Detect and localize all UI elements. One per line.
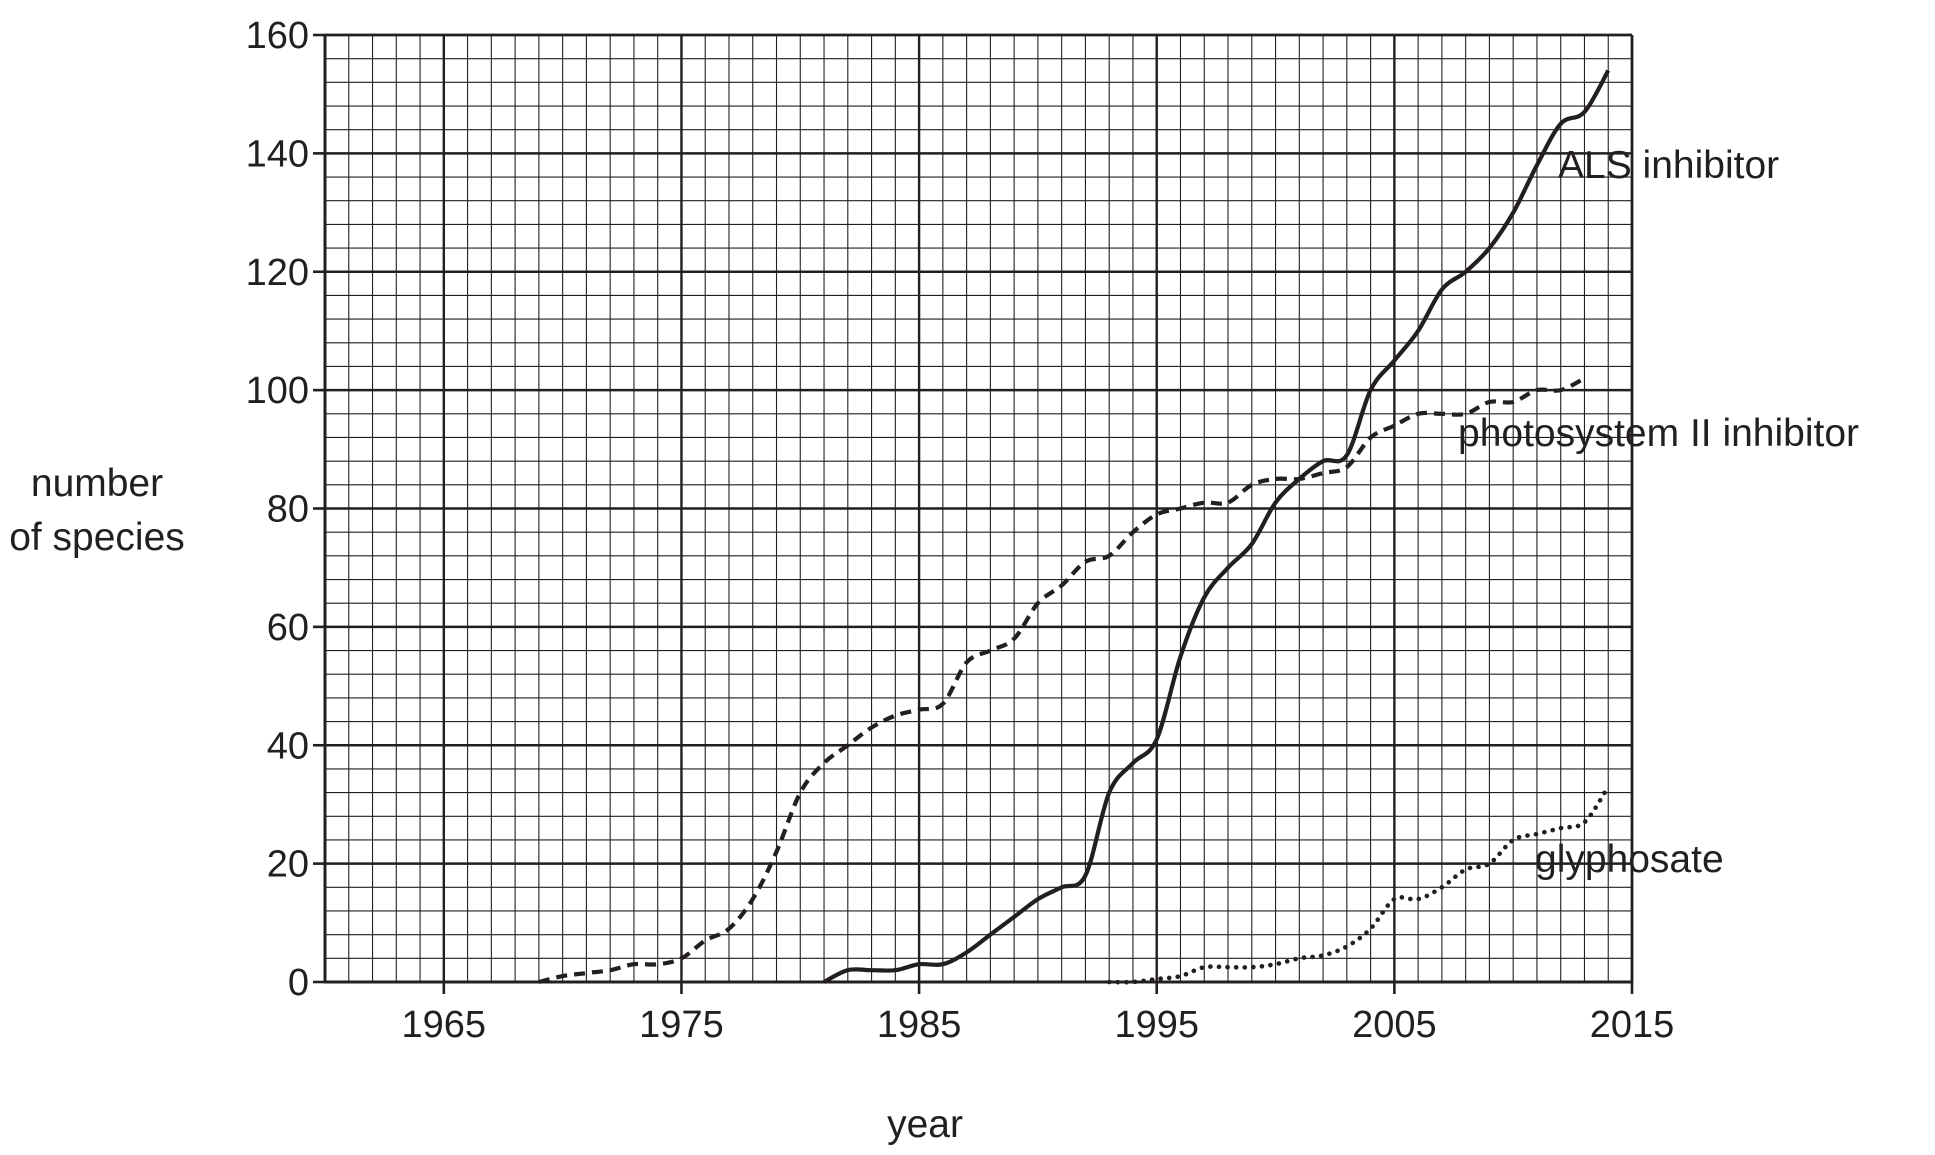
y-tick-label: 20 <box>267 844 309 886</box>
y-axis-label-line-1: number <box>31 462 163 505</box>
x-tick-label: 2015 <box>1590 1004 1675 1046</box>
x-tick-label: 1965 <box>402 1004 487 1046</box>
tick-labels: 0 20 40 60 80 100 120 140 160 1965 1975 1985 1995 200… <box>246 15 1675 1046</box>
series-line-als-inhibitor <box>823 69 1611 984</box>
y-tick-label: 60 <box>267 607 309 649</box>
y-tick-label: 100 <box>246 370 309 412</box>
major-grid <box>325 35 1632 982</box>
series-line-photosystem-ii-inhibitor <box>538 376 1586 985</box>
y-axis-label-line-2: of species <box>9 516 185 559</box>
y-tick-label: 120 <box>246 252 309 294</box>
y-tick-label: 160 <box>246 15 309 57</box>
y-tick-label: 140 <box>246 133 309 175</box>
y-tick-label: 0 <box>288 962 309 1004</box>
x-tick-label: 1975 <box>639 1004 724 1046</box>
series-label-glyphosate: glyphosate <box>1535 838 1724 881</box>
series-label-als-inhibitor: ALS inhibitor <box>1558 144 1779 187</box>
series-line-glyphosate <box>1106 784 1611 985</box>
x-tick-label: 1995 <box>1114 1004 1199 1046</box>
x-tick-label: 2005 <box>1352 1004 1437 1046</box>
y-tick-label: 40 <box>267 725 309 767</box>
x-axis-label: year <box>887 1103 963 1146</box>
series-label-photosystem-ii-inhibitor: photosystem II inhibitor <box>1458 412 1859 455</box>
y-tick-label: 80 <box>267 489 309 531</box>
axes <box>313 33 1634 994</box>
x-tick-label: 1985 <box>877 1004 962 1046</box>
series-layer <box>538 69 1611 985</box>
